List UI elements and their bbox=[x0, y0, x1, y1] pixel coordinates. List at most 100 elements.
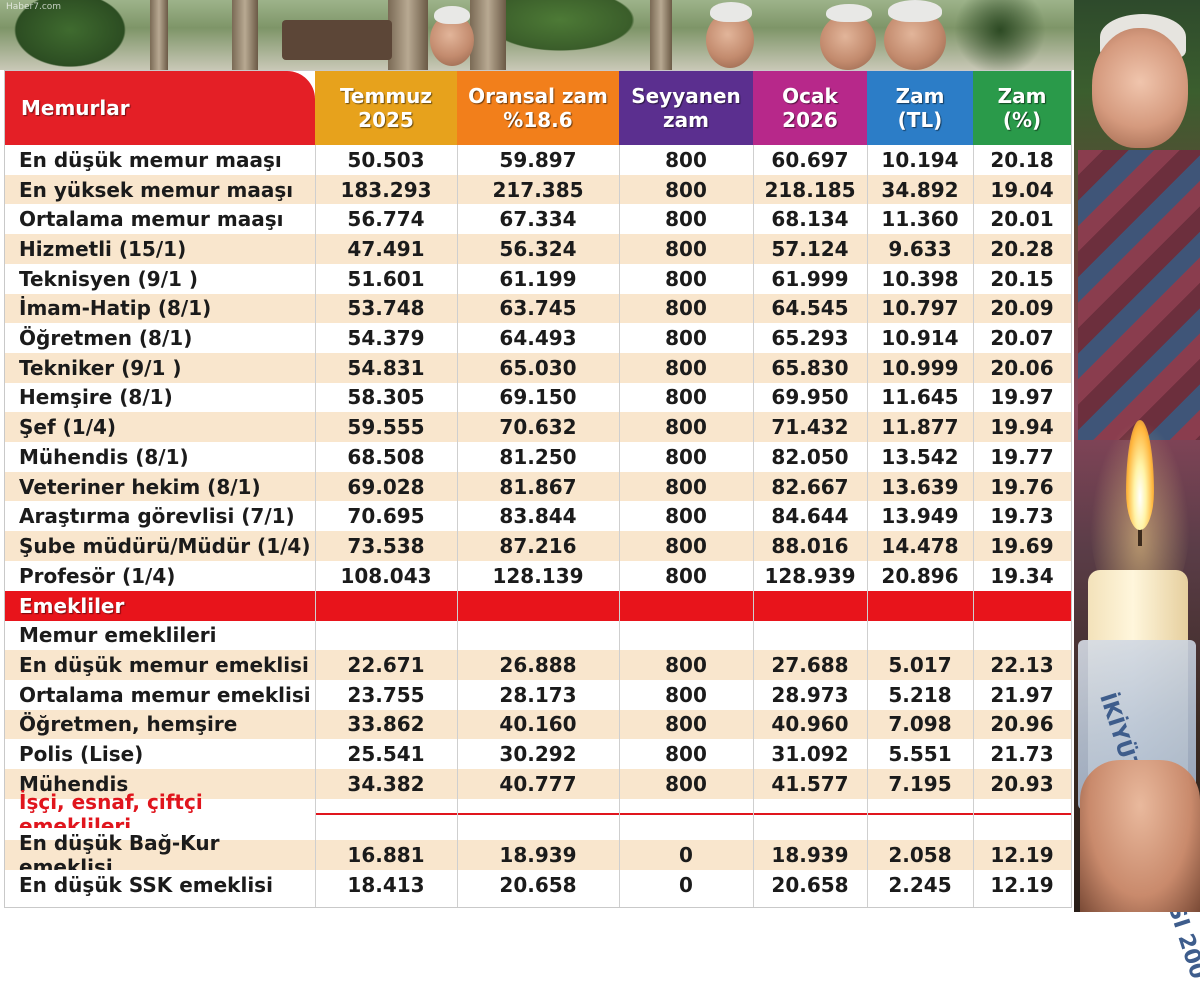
divider bbox=[315, 812, 1071, 815]
table-row: En düşük SSK emeklisi 18.413 20.658 0 20.658… bbox=[5, 870, 1071, 900]
row-label: En düşük memur maaşı bbox=[5, 145, 315, 175]
cell-temmuz-2025: 56.774 bbox=[315, 204, 457, 235]
cell-oransal-zam: 18.939 bbox=[457, 840, 619, 871]
table-row: Mühendis 34.382 40.777 800 41.577 7.195 20.93 bbox=[5, 769, 1071, 799]
cell-zam-tl: 20.896 bbox=[867, 560, 973, 591]
cell-seyyanen-zam: 800 bbox=[619, 471, 753, 502]
cell-ocak-2026: 61.999 bbox=[753, 263, 867, 294]
cell-oransal-zam: 40.160 bbox=[457, 709, 619, 740]
cell-ocak-2026: 65.293 bbox=[753, 323, 867, 353]
spacer-row bbox=[5, 828, 1071, 841]
table-row: Tekniker (9/1 ) 54.831 65.030 800 65.830 10.9… bbox=[5, 352, 1071, 383]
cell-temmuz-2025: 22.671 bbox=[315, 650, 457, 680]
cell-zam-tl: 14.478 bbox=[867, 531, 973, 561]
cell-ocak-2026: 31.092 bbox=[753, 739, 867, 769]
cell-ocak-2026: 68.134 bbox=[753, 204, 867, 235]
cell-ocak-2026: 218.185 bbox=[753, 174, 867, 205]
cell-zam-percent: 20.18 bbox=[973, 145, 1071, 175]
row-label: En düşük memur emeklisi bbox=[5, 650, 315, 680]
row-label: Şube müdürü/Müdür (1/4) bbox=[5, 531, 315, 561]
cell-zam-tl: 10.914 bbox=[867, 323, 973, 353]
table-row: Hemşire (8/1) 58.305 69.150 800 69.950 11.645… bbox=[5, 382, 1071, 413]
row-label: En yüksek memur maaşı bbox=[5, 174, 315, 205]
cell-oransal-zam: 59.897 bbox=[457, 145, 619, 175]
flame-icon bbox=[1126, 420, 1154, 530]
cell-seyyanen-zam: 800 bbox=[619, 769, 753, 799]
cell-zam-tl: 5.017 bbox=[867, 650, 973, 680]
cell-zam-percent: 19.77 bbox=[973, 442, 1071, 472]
cell-temmuz-2025: 69.028 bbox=[315, 471, 457, 502]
cell-oransal-zam: 81.867 bbox=[457, 471, 619, 502]
cell-zam-percent: 19.97 bbox=[973, 382, 1071, 413]
cell-zam-tl: 10.398 bbox=[867, 263, 973, 294]
cell-seyyanen-zam: 800 bbox=[619, 650, 753, 680]
header-ocak-2026: Ocak 2026 bbox=[753, 71, 867, 145]
cell-seyyanen-zam: 800 bbox=[619, 531, 753, 561]
cell-zam-percent: 20.06 bbox=[973, 352, 1071, 383]
cell-oransal-zam: 26.888 bbox=[457, 650, 619, 680]
cell-ocak-2026: 69.950 bbox=[753, 382, 867, 413]
table-row: Profesör (1/4) 108.043 128.139 800 128.939 20… bbox=[5, 560, 1071, 591]
subheading-memur-emeklileri: Memur emeklileri bbox=[5, 620, 1071, 651]
cell-zam-tl: 7.098 bbox=[867, 709, 973, 740]
cell-zam-tl: 11.645 bbox=[867, 382, 973, 413]
table-row: En yüksek memur maaşı 183.293 217.385 800 21… bbox=[5, 174, 1071, 205]
cell-zam-percent: 20.93 bbox=[973, 769, 1071, 799]
cell-zam-tl: 2.058 bbox=[867, 840, 973, 871]
row-label: Ortalama memur maaşı bbox=[5, 204, 315, 235]
row-label: Tekniker (9/1 ) bbox=[5, 352, 315, 383]
cell-zam-tl: 9.633 bbox=[867, 234, 973, 264]
cell-seyyanen-zam: 800 bbox=[619, 382, 753, 413]
cell-zam-tl: 13.542 bbox=[867, 442, 973, 472]
table-row: Ortalama memur emeklisi 23.755 28.173 800 28… bbox=[5, 679, 1071, 710]
cell-zam-percent: 19.73 bbox=[973, 501, 1071, 532]
cell-zam-percent: 12.19 bbox=[973, 840, 1071, 871]
table-row: Polis (Lise) 25.541 30.292 800 31.092 5.551 21… bbox=[5, 739, 1071, 769]
cell-oransal-zam: 63.745 bbox=[457, 293, 619, 324]
cell-zam-percent: 19.34 bbox=[973, 560, 1071, 591]
cell-ocak-2026: 84.644 bbox=[753, 501, 867, 532]
cell-seyyanen-zam: 800 bbox=[619, 263, 753, 294]
row-label: Hizmetli (15/1) bbox=[5, 234, 315, 264]
cell-oransal-zam: 30.292 bbox=[457, 739, 619, 769]
cell-seyyanen-zam: 800 bbox=[619, 560, 753, 591]
cell-zam-percent: 20.09 bbox=[973, 293, 1071, 324]
cell-temmuz-2025: 68.508 bbox=[315, 442, 457, 472]
subheading-label: Memur emeklileri bbox=[5, 620, 315, 651]
cell-zam-tl: 10.797 bbox=[867, 293, 973, 324]
cell-temmuz-2025: 33.862 bbox=[315, 709, 457, 740]
cell-zam-percent: 19.76 bbox=[973, 471, 1071, 502]
cell-oransal-zam: 81.250 bbox=[457, 442, 619, 472]
cell-temmuz-2025: 73.538 bbox=[315, 531, 457, 561]
cell-zam-tl: 10.194 bbox=[867, 145, 973, 175]
cell-ocak-2026: 128.939 bbox=[753, 560, 867, 591]
table-row: Öğretmen (8/1) 54.379 64.493 800 65.293 10.91… bbox=[5, 323, 1071, 353]
cell-ocak-2026: 41.577 bbox=[753, 769, 867, 799]
row-label: En düşük SSK emeklisi bbox=[5, 870, 315, 900]
cell-zam-percent: 19.94 bbox=[973, 412, 1071, 442]
park-photo bbox=[0, 0, 1200, 70]
cell-zam-percent: 21.73 bbox=[973, 739, 1071, 769]
cell-seyyanen-zam: 800 bbox=[619, 145, 753, 175]
row-label: En düşük Bağ-Kur emeklisi bbox=[5, 831, 315, 879]
header-zam-percent: Zam (%) bbox=[973, 71, 1071, 145]
cell-zam-tl: 7.195 bbox=[867, 769, 973, 799]
header-seyyanen-zam: Seyyanen zam bbox=[619, 71, 753, 145]
row-label: Mühendis bbox=[5, 769, 315, 799]
cell-zam-tl: 13.949 bbox=[867, 501, 973, 532]
row-label: Şef (1/4) bbox=[5, 412, 315, 442]
cell-seyyanen-zam: 800 bbox=[619, 234, 753, 264]
cell-temmuz-2025: 183.293 bbox=[315, 174, 457, 205]
row-label: Öğretmen (8/1) bbox=[5, 323, 315, 353]
cell-oransal-zam: 65.030 bbox=[457, 352, 619, 383]
table-row: Araştırma görevlisi (7/1) 70.695 83.844 800… bbox=[5, 501, 1071, 532]
cell-oransal-zam: 61.199 bbox=[457, 263, 619, 294]
cell-zam-tl: 11.877 bbox=[867, 412, 973, 442]
cell-seyyanen-zam: 800 bbox=[619, 204, 753, 235]
cell-oransal-zam: 64.493 bbox=[457, 323, 619, 353]
cell-oransal-zam: 69.150 bbox=[457, 382, 619, 413]
cell-zam-percent: 22.13 bbox=[973, 650, 1071, 680]
cell-zam-percent: 12.19 bbox=[973, 870, 1071, 900]
row-label: Teknisyen (9/1 ) bbox=[5, 263, 315, 294]
cell-ocak-2026: 18.939 bbox=[753, 840, 867, 871]
